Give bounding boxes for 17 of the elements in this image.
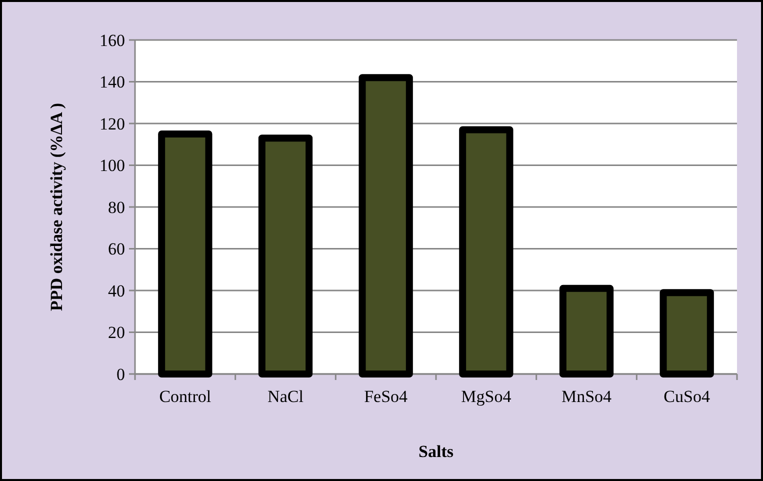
y-tick-label: 100 — [100, 156, 125, 176]
y-tick-label: 160 — [100, 30, 125, 50]
x-tick-label: Control — [159, 387, 212, 406]
y-tick-label: 40 — [108, 281, 125, 300]
y-axis-title: PPD oxidase activity (%ΔA ) — [47, 102, 66, 312]
y-tick-label: 140 — [100, 72, 125, 92]
y-tick-label: 0 — [116, 364, 125, 384]
y-tick-label: 20 — [108, 323, 125, 342]
x-tick-label: FeSo4 — [364, 387, 408, 406]
x-tick-label: CuSo4 — [664, 387, 710, 406]
x-tick-label: MnSo4 — [561, 387, 612, 406]
y-tick-label: 80 — [108, 198, 125, 217]
x-tick-label: NaCl — [268, 387, 304, 406]
x-tick-label: MgSo4 — [461, 387, 512, 406]
y-tick-label: 60 — [108, 240, 125, 259]
x-axis-title: Salts — [418, 442, 454, 461]
y-tick-label: 120 — [100, 114, 125, 134]
